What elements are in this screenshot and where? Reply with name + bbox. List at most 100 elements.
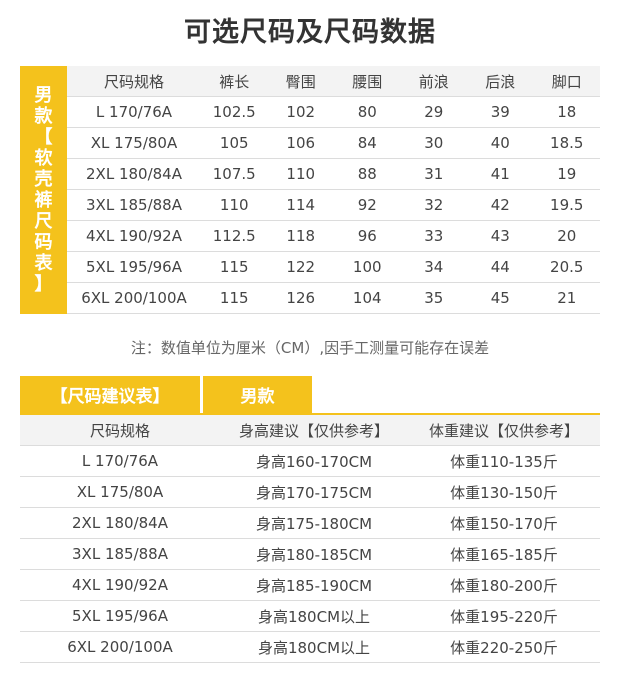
measure-cell: 118 [286,227,316,245]
size-spec-cell: 4XL 190/92A [72,576,168,594]
side-label-char: 软 [34,148,53,169]
size-spec-cell: L 170/76A [95,103,173,121]
measure-cell: 20.5 [550,258,584,276]
suggest-table-title: 【尺码建议表】 [20,376,200,413]
weight-suggest-cell: 体重130-150斤 [450,483,558,502]
header-cell: 身高建议【仅供参考】 [238,421,389,440]
measure-cell: 102.5 [212,103,256,121]
measure-cell: 44 [490,258,510,276]
side-label-char: 】 [34,274,53,295]
header-cell: 后浪 [485,72,516,91]
header-cell: 尺码规格 [89,421,150,440]
table-row: 6XL 200/100A 115 126 104 35 45 21 [67,283,600,314]
header-cell: 臀围 [285,72,316,91]
measure-cell: 102 [286,103,316,121]
size-spec-cell: 4XL 190/92A [86,227,182,245]
size-spec-cell: 6XL 200/100A [67,638,173,656]
measure-cell: 20 [557,227,577,245]
side-label-char: 表 [34,253,53,274]
size-spec-cell: 6XL 200/100A [81,289,187,307]
measure-cell: 80 [357,103,377,121]
table-row: 5XL 195/96A 115 122 100 34 44 20.5 [67,252,600,283]
side-label-char: 壳 [34,169,53,190]
table-row: 4XL 190/92A 身高185-190CM 体重180-200斤 [20,570,600,601]
measure-cell: 92 [357,196,377,214]
size-spec-cell: 3XL 185/88A [86,196,182,214]
size-spec-cell: 2XL 180/84A [86,165,182,183]
measure-cell: 40 [490,134,510,152]
measure-cell: 115 [219,258,249,276]
size-data-grid: 尺码规格 裤长 臀围 腰围 前浪 后浪 脚口 L 170/76A 102.5 102… [67,66,600,314]
header-cell: 前浪 [418,72,449,91]
measure-cell: 105 [219,134,249,152]
height-suggest-cell: 身高175-180CM [255,514,373,533]
weight-suggest-cell: 体重195-220斤 [450,607,558,626]
measure-cell: 29 [424,103,444,121]
accent-divider [20,413,600,415]
measure-cell: 33 [424,227,444,245]
height-suggest-cell: 身高160-170CM [255,452,373,471]
side-label-char: 码 [34,232,53,253]
height-suggest-cell: 身高170-175CM [255,483,373,502]
size-spec-cell: 2XL 180/84A [72,514,168,532]
side-label-char: 款 [34,106,53,127]
side-label-char: 尺 [34,211,53,232]
size-spec-cell: 5XL 195/96A [72,607,168,625]
table-row: 5XL 195/96A 身高180CM以上 体重195-220斤 [20,601,600,632]
header-cell: 腰围 [352,72,383,91]
table-row: 3XL 185/88A 身高180-185CM 体重165-185斤 [20,539,600,570]
height-suggest-cell: 身高180CM以上 [257,607,371,626]
header-cell: 裤长 [219,72,250,91]
page-title: 可选尺码及尺码数据 [184,17,436,48]
side-label-char: 裤 [34,190,53,211]
measure-cell: 35 [424,289,444,307]
size-spec-cell: L 170/76A [81,452,159,470]
measure-cell: 126 [286,289,316,307]
size-data-table: 男 款 【 软 壳 裤 尺 码 表 】 尺码规格 裤长 臀围 腰围 前浪 后浪 … [20,66,600,314]
measure-cell: 18.5 [550,134,584,152]
size-spec-cell: XL 175/80A [90,134,178,152]
height-suggest-cell: 身高180CM以上 [257,638,371,657]
measure-cell: 112.5 [212,227,256,245]
measure-cell: 88 [357,165,377,183]
measure-cell: 42 [490,196,510,214]
side-label-char: 【 [34,127,53,148]
measure-cell: 31 [424,165,444,183]
height-suggest-cell: 身高185-190CM [255,576,373,595]
measure-cell: 115 [219,289,249,307]
table-header-row: 尺码规格 裤长 臀围 腰围 前浪 后浪 脚口 [67,66,600,97]
measure-cell: 41 [490,165,510,183]
side-label: 男 款 【 软 壳 裤 尺 码 表 】 [20,66,67,314]
measure-cell: 21 [557,289,577,307]
measure-cell: 104 [352,289,382,307]
table-row: L 170/76A 身高160-170CM 体重110-135斤 [20,446,600,477]
measure-cell: 122 [286,258,316,276]
measure-cell: 18 [557,103,577,121]
table-row: 4XL 190/92A 112.5 118 96 33 43 20 [67,221,600,252]
measure-cell: 110 [219,196,249,214]
table-header-row: 尺码规格 身高建议【仅供参考】 体重建议【仅供参考】 [20,415,600,446]
table-row: 6XL 200/100A 身高180CM以上 体重220-250斤 [20,632,600,663]
unit-note: 注：数值单位为厘米（CM）,因手工测量可能存在误差 [130,339,490,357]
measure-cell: 32 [424,196,444,214]
size-suggest-table: 尺码规格 身高建议【仅供参考】 体重建议【仅供参考】 L 170/76A 身高16… [20,415,600,663]
size-spec-cell: 3XL 185/88A [72,545,168,563]
table-row: XL 175/80A 105 106 84 30 40 18.5 [67,128,600,159]
header-cell: 尺码规格 [103,72,164,91]
measure-cell: 110 [286,165,316,183]
weight-suggest-cell: 体重150-170斤 [450,514,558,533]
measure-cell: 19.5 [550,196,584,214]
measure-cell: 96 [357,227,377,245]
measure-cell: 100 [352,258,382,276]
header-cell: 脚口 [551,72,582,91]
measure-cell: 30 [424,134,444,152]
suggest-tab-bar: 【尺码建议表】 男款 [20,376,600,413]
measure-cell: 106 [286,134,316,152]
measure-cell: 107.5 [212,165,256,183]
measure-cell: 39 [490,103,510,121]
height-suggest-cell: 身高180-185CM [255,545,373,564]
weight-suggest-cell: 体重110-135斤 [450,452,558,471]
table-row: 3XL 185/88A 110 114 92 32 42 19.5 [67,190,600,221]
weight-suggest-cell: 体重180-200斤 [450,576,558,595]
weight-suggest-cell: 体重220-250斤 [450,638,558,657]
